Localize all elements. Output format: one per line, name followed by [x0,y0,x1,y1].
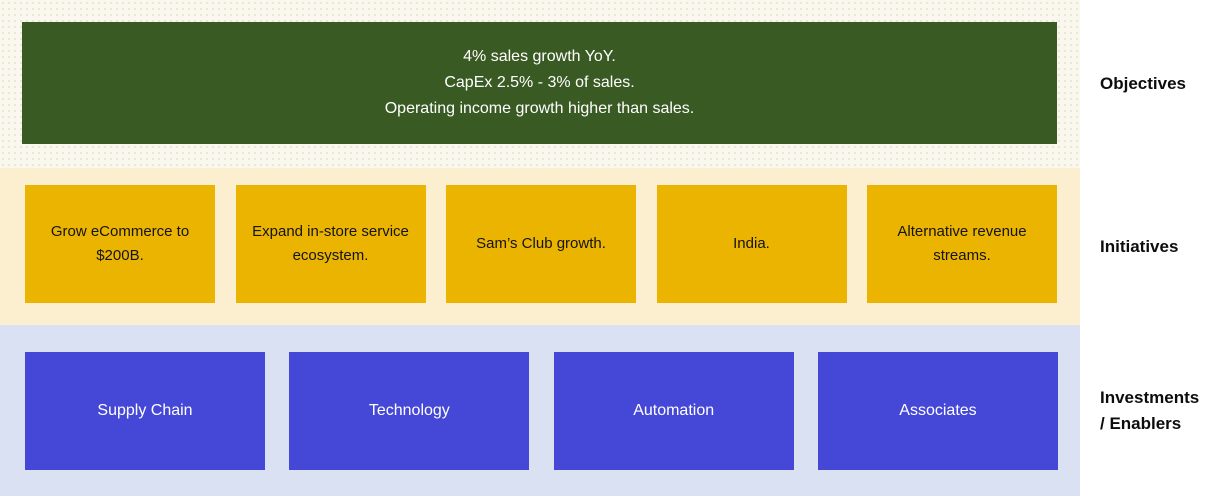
objectives-band: 4% sales growth YoY. CapEx 2.5% - 3% of … [0,0,1080,168]
initiative-label: Sam’s Club growth. [476,235,606,252]
investments-row-label: Investments / Enablers [1080,325,1220,496]
objectives-box: 4% sales growth YoY. CapEx 2.5% - 3% of … [22,22,1057,144]
investment-box-automation: Automation [553,352,794,470]
investments-label-line2: / Enablers [1100,413,1182,433]
initiative-label: Grow eCommerce to $200B. [50,223,190,264]
investment-label: Supply Chain [97,402,193,419]
investment-box-supply-chain: Supply Chain [25,352,265,470]
initiatives-label-text: Initiatives [1100,236,1179,256]
objective-line: 4% sales growth YoY. [463,48,616,65]
initiative-box-instore-services: Expand in-store service ecosystem. [235,185,426,303]
investments-band: Supply Chain Technology Automation Assoc… [0,325,1080,496]
investment-label: Technology [368,402,450,419]
investments-label-line1: Investments [1100,387,1200,407]
initiative-box-sams-club: Sam’s Club growth. [446,185,636,303]
initiative-label: India. [733,235,770,252]
initiatives-band: Grow eCommerce to $200B. Expand in-store… [0,168,1080,325]
initiatives-row-label: Initiatives [1080,168,1220,325]
objective-line: Operating income growth higher than sale… [384,100,695,117]
initiative-label: Alternative revenue streams. [897,223,1027,264]
initiative-box-alt-revenue: Alternative revenue streams. [867,185,1057,303]
initiatives-row: Grow eCommerce to $200B. Expand in-store… [25,185,1057,303]
investments-row: Supply Chain Technology Automation Assoc… [25,352,1058,470]
objectives-label-text: Objectives [1100,74,1186,93]
investment-box-associates: Associates [817,352,1058,470]
objective-line: CapEx 2.5% - 3% of sales. [444,74,635,91]
initiative-label: Expand in-store service ecosystem. [252,223,409,264]
objectives-row-label: Objectives [1080,0,1220,168]
investment-box-technology: Technology [289,352,530,470]
initiative-box-ecommerce: Grow eCommerce to $200B. [25,185,215,303]
initiative-box-india: India. [656,185,847,303]
investment-label: Automation [633,402,715,419]
investment-label: Associates [899,402,977,419]
